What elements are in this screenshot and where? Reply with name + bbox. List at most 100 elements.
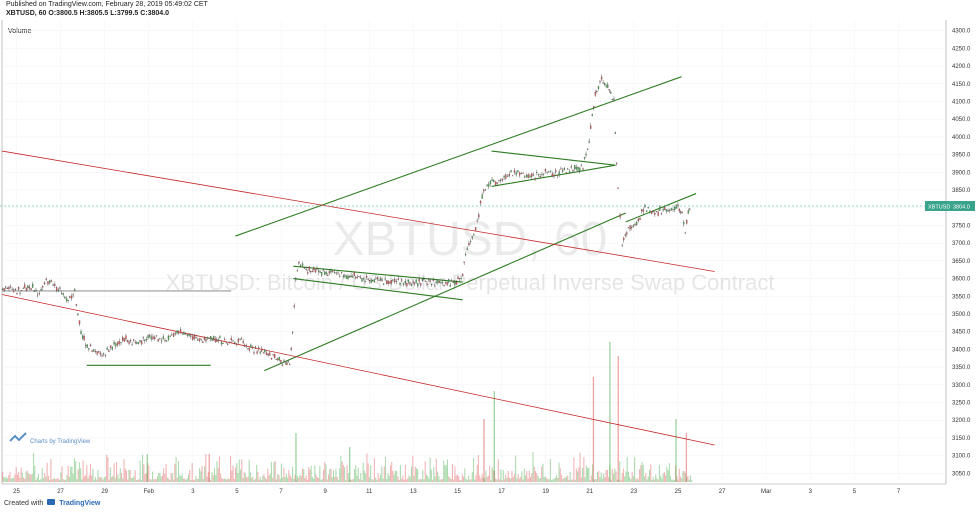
volume-bar (85, 475, 87, 482)
volume-bar (465, 478, 467, 482)
candle-body (311, 271, 314, 273)
volume-bar (337, 479, 339, 482)
volume-bar (577, 471, 579, 482)
candle-body (111, 347, 114, 350)
candle-body (9, 286, 12, 288)
ohlc-readout: XBTUSD, 60 O:3800.5 H:3805.5 L:3799.5 C:… (6, 10, 170, 17)
candle-body (358, 276, 360, 277)
volume-bar (520, 476, 522, 482)
candle-body (407, 279, 410, 283)
volume-bar (591, 464, 594, 482)
candle-body (449, 284, 451, 287)
candle-body (126, 340, 129, 342)
volume-bar (339, 468, 341, 482)
volume-bar (346, 465, 348, 482)
candle-body (489, 181, 492, 184)
volume-bar (264, 477, 266, 482)
candle-body (242, 341, 244, 343)
volume-bar (358, 479, 361, 482)
volume-bar (37, 474, 40, 482)
trend-line-red[interactable] (1, 150, 715, 272)
candle-body (325, 272, 327, 274)
candle-body (614, 132, 617, 134)
volume-bar (311, 476, 313, 482)
volume-bar (496, 479, 498, 482)
candle-body (140, 340, 143, 345)
volume-bar (155, 478, 157, 482)
trend-line-green[interactable] (293, 278, 463, 301)
volume-bar (76, 479, 78, 482)
candle-body (572, 170, 574, 172)
volume-bar (569, 471, 571, 482)
candle-body (223, 339, 226, 341)
volume-bar (406, 479, 408, 482)
volume-bar (274, 461, 276, 482)
volume-bar (671, 479, 673, 482)
volume-bar (544, 476, 546, 482)
y-tick-label: 3200.0 (952, 418, 971, 424)
volume-bar (142, 454, 144, 482)
candle-body (91, 350, 93, 352)
candle-body (214, 338, 216, 342)
trend-line-green[interactable] (491, 150, 616, 166)
volume-bar (428, 478, 430, 482)
volume-bar (296, 475, 299, 482)
volume-bar (352, 479, 354, 482)
candle-body (468, 242, 470, 246)
trend-line-green[interactable] (625, 193, 697, 223)
candle-body (193, 335, 195, 339)
volume-bar (489, 465, 491, 482)
tradingview-logo-icon (9, 432, 27, 442)
volume-bar (466, 479, 468, 482)
volume-bar (437, 471, 439, 482)
volume-bar (293, 479, 295, 482)
volume-bar (9, 471, 11, 482)
tradingview-logo[interactable]: Charts by TradingView (9, 432, 91, 445)
y-tick-label: 3500.0 (952, 312, 971, 318)
volume-bar (691, 479, 693, 482)
volume-bar (368, 477, 370, 482)
trend-line-green[interactable] (235, 76, 682, 237)
volume-bar (254, 478, 256, 482)
volume-bar (195, 476, 197, 482)
volume-bar (510, 478, 512, 482)
volume-bar (169, 479, 171, 482)
created-with-label: Created with (4, 500, 44, 507)
y-tick-label: 3600.0 (952, 277, 971, 283)
volume-bar (130, 477, 132, 482)
volume-bar (470, 479, 472, 482)
trend-line-red[interactable] (1, 294, 715, 446)
candle-body (324, 271, 326, 275)
volume-bar (258, 479, 260, 482)
trend-line-green[interactable] (293, 265, 463, 283)
created-with-brand[interactable]: TradingView (59, 500, 101, 507)
volume-bar (336, 476, 338, 482)
candle-body (278, 357, 280, 361)
volume-bar (123, 459, 125, 482)
y-tick-label: 3400.0 (952, 347, 971, 353)
volume-bar (631, 471, 633, 482)
candle-body (19, 292, 21, 294)
trend-line-green[interactable] (264, 212, 627, 372)
volume-bar (517, 474, 519, 482)
candle-body (513, 170, 516, 173)
candle-body (227, 343, 229, 345)
candle-body (546, 171, 548, 173)
volume-bar (321, 478, 323, 482)
volume-bar (449, 477, 451, 482)
candle-body (110, 345, 112, 348)
candle-body (582, 168, 584, 170)
volume-bar (72, 473, 74, 482)
volume-bar (145, 472, 147, 482)
candle-body (38, 293, 41, 294)
candle-body (624, 234, 626, 236)
candle-body (594, 91, 597, 96)
volume-bar (103, 477, 105, 482)
volume-bar (512, 476, 514, 482)
volume-bar (134, 470, 136, 482)
volume-bar (192, 479, 194, 482)
candle-body (49, 280, 51, 284)
volume-bar (248, 459, 250, 482)
volume-bar (419, 478, 421, 482)
